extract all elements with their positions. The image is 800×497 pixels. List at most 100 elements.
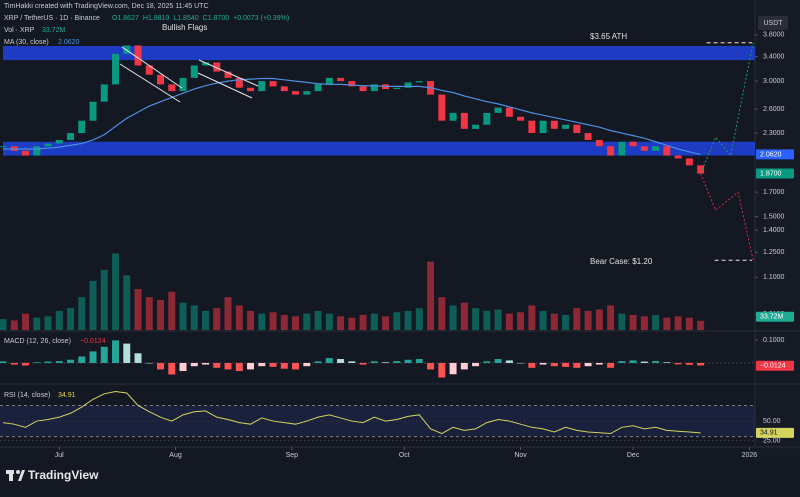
- macd-bar: [134, 353, 142, 363]
- logo-part: [18, 470, 25, 481]
- x-tick-label: Sep: [286, 452, 299, 459]
- y-tick-label: 3.8000: [763, 32, 785, 39]
- candle: [235, 77, 243, 88]
- brand-logo: [6, 470, 25, 481]
- ohlc-value: O1.8627: [112, 15, 139, 22]
- candle: [314, 84, 322, 92]
- price-tag-box: [756, 168, 794, 179]
- candle: [618, 141, 626, 156]
- ma-tag-box: [756, 149, 794, 160]
- candle: [449, 112, 457, 121]
- candle: [494, 107, 502, 113]
- ma-legend-value: 2.0620: [58, 39, 80, 46]
- ath-label: $3.65 ATH: [590, 32, 627, 41]
- ma-line: [3, 77, 701, 155]
- rsi-line: [2, 390, 701, 435]
- volume-bar: [157, 299, 165, 330]
- macd-bar: [348, 361, 356, 363]
- macd-bar: [697, 362, 705, 366]
- volume-bar: [382, 316, 390, 330]
- volume-bar: [607, 305, 615, 330]
- candle: [595, 139, 603, 147]
- macd-tag: −0.0124: [760, 363, 786, 370]
- x-tick-label: Jul: [55, 452, 64, 459]
- macd-bar: [280, 362, 288, 369]
- y-tick-label: 2.6000: [763, 106, 785, 113]
- candle: [202, 62, 210, 66]
- macd-bar: [179, 362, 187, 372]
- volume-bar: [22, 313, 29, 330]
- y-tick-label: 0.1000: [763, 337, 785, 344]
- volume-bar: [685, 317, 693, 330]
- macd-bar: [224, 362, 232, 370]
- macd-bar: [292, 362, 300, 370]
- macd-bar: [573, 362, 581, 368]
- volume-bar: [573, 308, 581, 330]
- x-tick-label: 2026: [742, 452, 758, 459]
- volume-bar: [280, 314, 288, 330]
- flag-line: [121, 46, 183, 89]
- scenario-path: [700, 42, 754, 174]
- volume-bar: [190, 305, 198, 330]
- volume-bar: [404, 310, 412, 330]
- macd-bar: [258, 362, 266, 367]
- price-tag: 1.8700: [760, 170, 782, 177]
- y-tick-label: 1.4000: [763, 227, 785, 234]
- macd-bar: [168, 362, 176, 375]
- volume-bar: [348, 317, 356, 330]
- candle: [168, 84, 176, 92]
- volume-bar: [179, 302, 187, 330]
- volume-bar: [337, 316, 345, 330]
- volume-bar: [674, 316, 682, 330]
- candle: [483, 112, 491, 125]
- bear-label: Bear Case: $1.20: [590, 257, 653, 266]
- volume-tag-box: [756, 311, 794, 322]
- macd-bar: [438, 362, 446, 378]
- x-tick-label: Oct: [399, 452, 410, 459]
- rsi-tag: 34.91: [760, 430, 778, 437]
- volume-bar: [314, 310, 322, 330]
- candle: [33, 146, 41, 156]
- volume-bar: [438, 297, 446, 330]
- y-tick-label: 3.4000: [763, 53, 785, 60]
- logo-part: [9, 470, 13, 481]
- volume-bar: [100, 269, 108, 330]
- ohlc-value: +0.0073 (+0.39%): [233, 15, 289, 22]
- candle: [337, 77, 345, 82]
- volume-bar: [0, 319, 7, 330]
- macd-bar: [562, 362, 570, 367]
- macd-bar: [10, 362, 18, 365]
- macd-bar: [652, 361, 660, 363]
- volume-bar: [505, 313, 513, 330]
- candle: [123, 45, 131, 54]
- macd-bar: [663, 362, 671, 363]
- volume-bar: [393, 312, 401, 330]
- macd-bar: [370, 361, 378, 363]
- zone: [3, 45, 755, 61]
- candle: [415, 81, 423, 83]
- candle: [325, 77, 333, 85]
- macd-bar: [460, 362, 468, 370]
- macd-bar: [303, 362, 311, 367]
- candle: [190, 65, 198, 78]
- macd-bar: [359, 362, 367, 365]
- macd-bar: [404, 359, 412, 363]
- candle: [224, 71, 232, 78]
- flag-channels: [119, 46, 259, 103]
- macd-bar: [89, 351, 97, 363]
- candle: [505, 107, 513, 117]
- y-tick-label: 25.00: [763, 437, 781, 444]
- volume-bar: [359, 314, 367, 330]
- credit: TimHakki created with TradingView.com, D…: [4, 3, 209, 10]
- macd-bar: [449, 362, 457, 375]
- rsi-tag-box: [756, 427, 794, 438]
- ohlc-value: H1.8810: [143, 15, 170, 22]
- candle: [697, 165, 705, 174]
- x-tick-label: Aug: [169, 452, 182, 459]
- candle: [584, 133, 592, 140]
- macd-bar: [145, 362, 153, 364]
- candle: [269, 81, 277, 87]
- candle: [573, 124, 581, 134]
- macd-bar: [685, 362, 693, 365]
